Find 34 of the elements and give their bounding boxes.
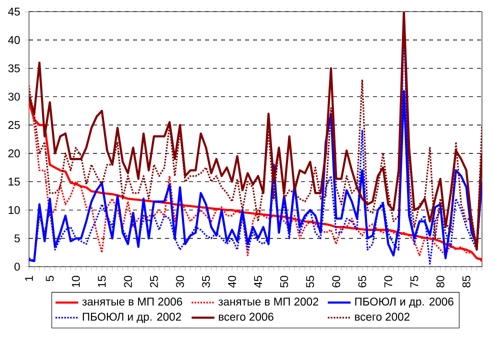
x-tick-label: 55 bbox=[306, 276, 314, 288]
x-tick-label: 25 bbox=[150, 276, 158, 288]
legend-label: занятые в МП 2006 bbox=[82, 298, 182, 306]
x-tick-label: 85 bbox=[462, 276, 470, 288]
y-tick-label: 20 bbox=[8, 149, 20, 158]
y-tick-label: 5 bbox=[14, 234, 20, 242]
x-tick-label: 30 bbox=[176, 276, 184, 288]
y-tick-label: 30 bbox=[8, 92, 20, 101]
x-tick-label: 5 bbox=[46, 276, 54, 282]
x-tick-label: 45 bbox=[254, 276, 262, 288]
legend-label: ПБОЮЛ и др. 2006 bbox=[355, 298, 454, 308]
legend-label: всего 2002 bbox=[355, 312, 410, 321]
x-tick-label: 50 bbox=[280, 276, 288, 288]
y-tick-label: 0 bbox=[14, 262, 20, 271]
x-tick-label: 60 bbox=[332, 276, 340, 288]
legend-label: ПБОЮЛ и др. 2002 bbox=[82, 312, 181, 323]
x-tick-label: 10 bbox=[72, 276, 80, 288]
x-tick-label: 35 bbox=[202, 276, 210, 288]
y-tick-label: 15 bbox=[8, 178, 20, 186]
x-tick-label: 40 bbox=[228, 276, 236, 288]
legend-label: занятые в МП 2002 bbox=[218, 298, 318, 306]
x-tick-label: 1 bbox=[25, 276, 33, 281]
x-tick-label: 75 bbox=[410, 276, 418, 288]
y-tick-label: 40 bbox=[8, 36, 20, 44]
x-tick-label: 20 bbox=[124, 276, 132, 288]
x-tick-label: 15 bbox=[98, 276, 106, 288]
y-tick-label: 10 bbox=[8, 206, 20, 214]
legend-label: всего 2006 bbox=[218, 312, 274, 321]
x-tick-label: 80 bbox=[436, 276, 444, 288]
y-tick-label: 25 bbox=[8, 121, 20, 129]
x-tick-label: 70 bbox=[384, 276, 392, 288]
y-tick-label: 45 bbox=[8, 8, 20, 16]
x-tick-label: 65 bbox=[358, 276, 366, 288]
y-tick-label: 35 bbox=[8, 64, 20, 72]
